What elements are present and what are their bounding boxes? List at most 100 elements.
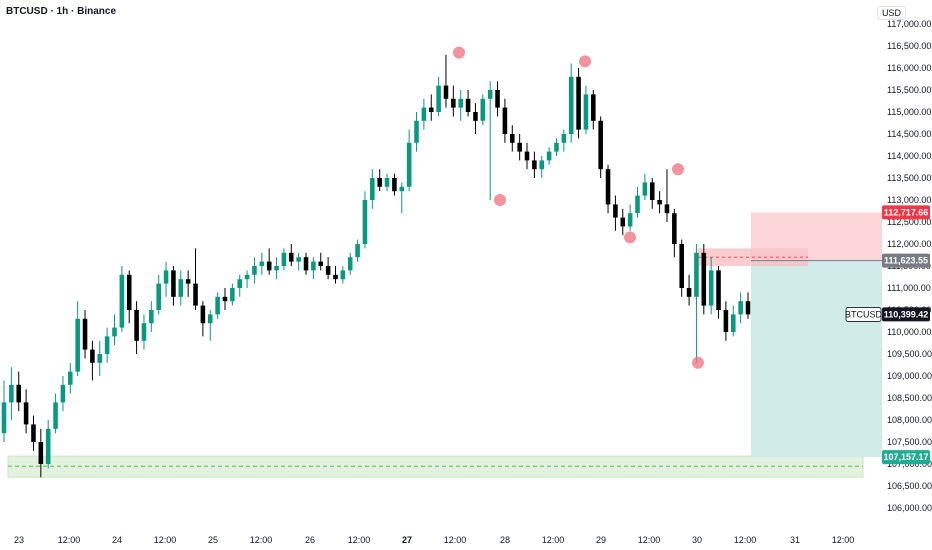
candle xyxy=(9,367,14,420)
candle xyxy=(509,125,515,152)
price-tick-label: 113,000.00 xyxy=(887,195,931,205)
candle-body xyxy=(171,270,176,297)
candle xyxy=(207,310,213,341)
candle-body xyxy=(701,252,707,306)
candle xyxy=(1,380,7,442)
take-profit-zone xyxy=(751,260,882,458)
symbol-badge xyxy=(845,307,882,322)
time-axis[interactable]: 23 12:00 24 12:00 25 12:00 26 12:00 27 12:00 28 12:… xyxy=(14,535,854,545)
candle-body xyxy=(605,169,611,205)
candle xyxy=(171,266,176,306)
candle xyxy=(723,301,729,341)
price-tick-label: 109,500.00 xyxy=(887,349,932,359)
candle xyxy=(119,266,125,332)
candle-body xyxy=(591,94,596,121)
candle xyxy=(185,270,191,297)
candle xyxy=(90,340,95,381)
price-tick-label: 112,500.00 xyxy=(887,217,931,227)
candle-body xyxy=(244,274,250,280)
candle xyxy=(532,151,537,178)
candle xyxy=(274,257,279,280)
candle xyxy=(554,138,559,156)
candle xyxy=(583,85,589,134)
price-tick-label: 115,500.00 xyxy=(887,85,931,95)
time-tick-label: 12:00 xyxy=(832,535,855,545)
candle-body xyxy=(428,107,434,112)
time-tick-label: 12:00 xyxy=(348,535,371,545)
candle xyxy=(178,270,184,306)
candle-body xyxy=(384,178,390,187)
candle-body xyxy=(583,94,589,130)
symbol-badge-text: BTCUSD xyxy=(845,309,883,319)
candle xyxy=(215,292,220,319)
candle-body xyxy=(9,384,14,403)
swing-point-marker xyxy=(494,194,506,206)
candle-body xyxy=(281,252,287,266)
candle-body xyxy=(745,301,751,315)
candle-body xyxy=(237,279,243,288)
candle xyxy=(598,116,603,178)
candle-body xyxy=(178,279,184,297)
candle-body xyxy=(524,151,530,161)
candle-body xyxy=(627,213,633,227)
time-tick-label: 26 xyxy=(305,535,315,545)
candle-body xyxy=(141,323,147,341)
candle-body xyxy=(370,178,375,200)
candle xyxy=(362,191,368,249)
candle xyxy=(480,94,486,126)
price-tick-label: 114,500.00 xyxy=(887,129,931,139)
candle-body xyxy=(311,261,316,271)
candle xyxy=(318,252,324,271)
candle-body xyxy=(266,261,272,271)
candle xyxy=(156,274,161,315)
candle xyxy=(502,98,508,143)
candle-body xyxy=(509,134,515,143)
candle xyxy=(436,76,441,117)
candle xyxy=(163,261,169,297)
candle-body xyxy=(649,182,655,200)
candle xyxy=(679,239,684,297)
candle xyxy=(60,376,66,412)
price-tick-label: 106,500.00 xyxy=(887,481,932,491)
price-tick-label: 111,000.00 xyxy=(887,283,931,293)
candle-body xyxy=(613,204,618,218)
time-tick-label: 27 xyxy=(402,535,412,545)
candle-body xyxy=(546,151,552,161)
candle-body xyxy=(539,160,545,170)
currency-button[interactable]: USD xyxy=(876,6,906,20)
candle xyxy=(716,266,721,319)
candle-body xyxy=(296,257,301,262)
candle-body xyxy=(480,98,486,121)
candle-body xyxy=(377,178,382,187)
candle xyxy=(333,266,338,284)
candle xyxy=(635,186,640,218)
candle xyxy=(347,252,353,275)
candle-body xyxy=(207,314,213,324)
candle xyxy=(591,90,596,130)
time-tick-label: 12:00 xyxy=(734,535,757,545)
price-label-take-profit xyxy=(882,450,930,465)
time-tick-label: 31 xyxy=(790,535,800,545)
candle xyxy=(134,301,139,354)
candle-body xyxy=(97,354,103,363)
candle xyxy=(200,301,206,337)
candle xyxy=(53,393,58,434)
candle xyxy=(672,208,677,258)
candle-body xyxy=(679,244,684,288)
time-tick-label: 12:00 xyxy=(542,535,565,545)
candle xyxy=(428,94,434,121)
candle xyxy=(399,182,405,214)
candle xyxy=(686,274,692,306)
candle-body xyxy=(730,314,736,332)
price-tick-label: 117,000.00 xyxy=(887,19,931,29)
time-tick-label: 23 xyxy=(14,535,24,545)
price-label-text-current: 110,399.42 xyxy=(884,309,929,319)
candle-body xyxy=(576,76,581,130)
candle-body xyxy=(193,283,198,306)
candle xyxy=(222,288,228,310)
candle-body xyxy=(664,204,670,214)
candle xyxy=(384,173,390,192)
candle xyxy=(487,81,493,200)
candle xyxy=(266,248,272,275)
